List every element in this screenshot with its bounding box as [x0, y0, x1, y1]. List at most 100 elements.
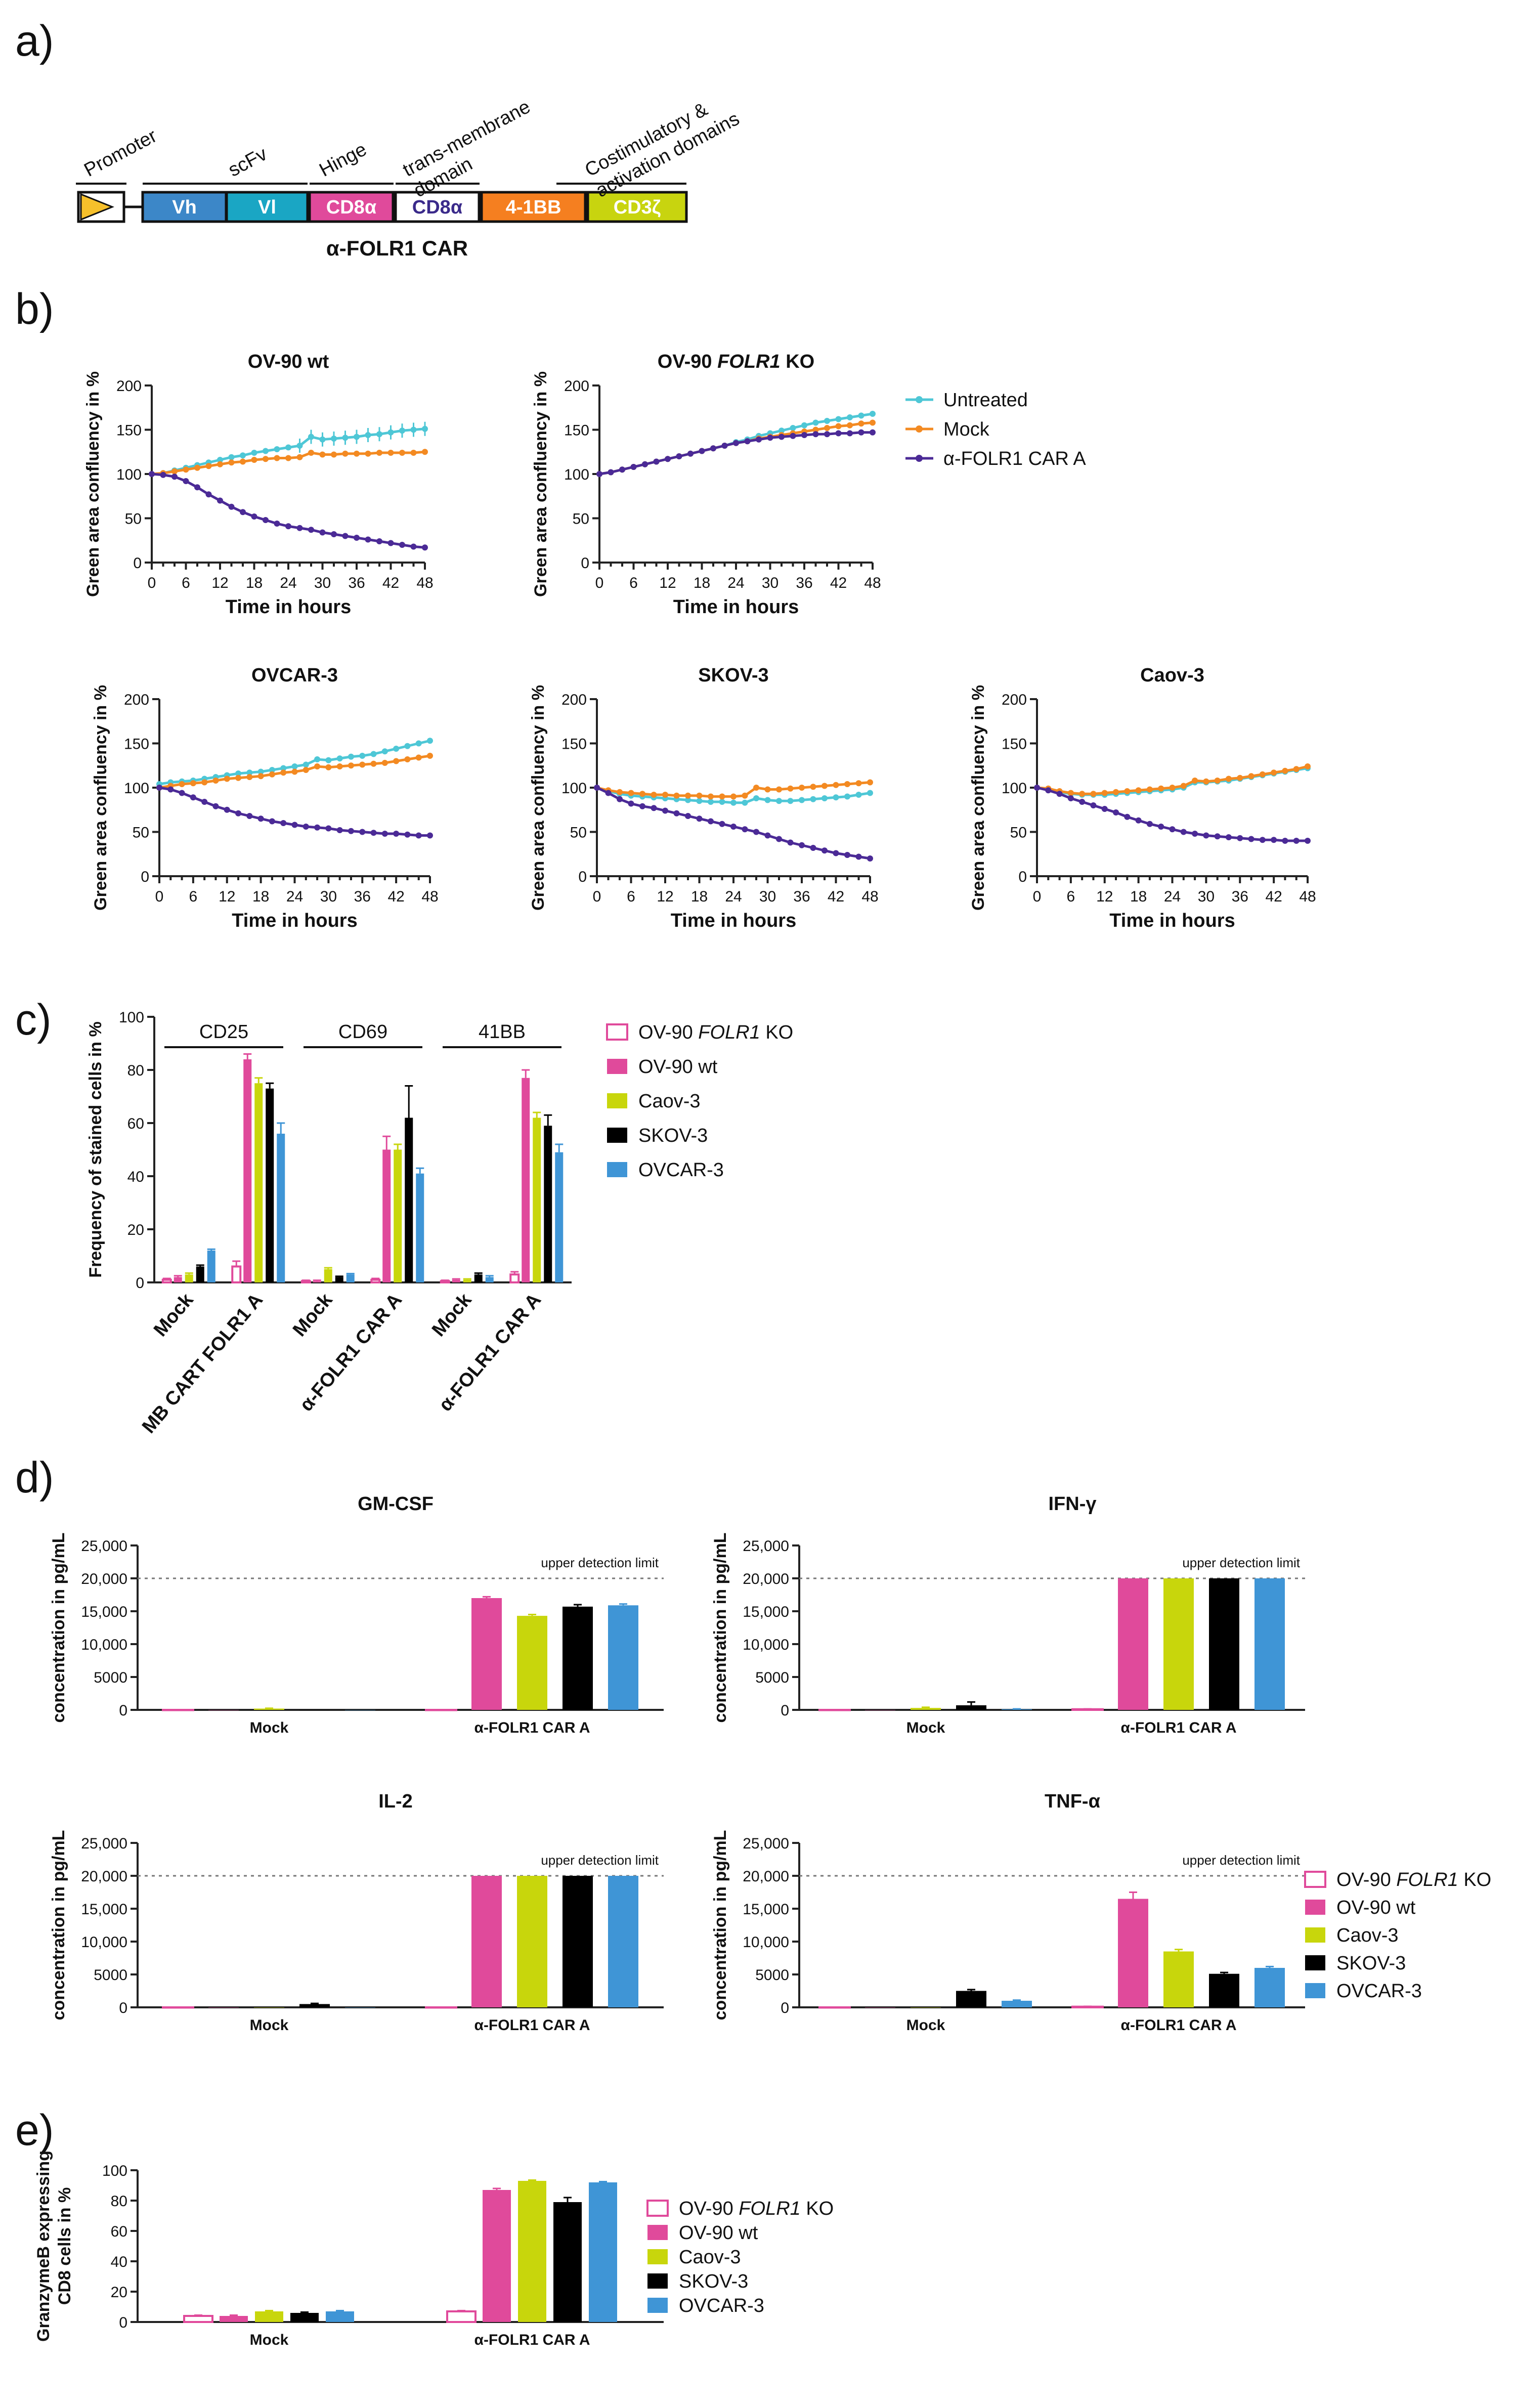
- x-tick-label: 42: [382, 575, 399, 591]
- y-tick-label: 25,000: [743, 1538, 789, 1555]
- data-point: [427, 832, 433, 839]
- y-tick-label: 25,000: [81, 1835, 127, 1852]
- data-point: [393, 831, 400, 837]
- y-tick-label: 100: [116, 466, 142, 483]
- category-label: Mock: [428, 1289, 476, 1341]
- data-point: [790, 433, 796, 439]
- data-point: [847, 430, 853, 437]
- category-label: α-FOLR1 CAR A: [1121, 1719, 1237, 1736]
- x-tick-label: 24: [727, 575, 744, 591]
- y-tick-label: 20,000: [81, 1571, 127, 1587]
- data-point: [399, 542, 405, 548]
- data-point: [302, 761, 309, 768]
- data-point: [269, 767, 275, 773]
- legend-swatch: [1305, 1927, 1325, 1943]
- data-point: [179, 790, 185, 796]
- x-axis-label: Time in hours: [232, 910, 357, 931]
- data-point: [280, 820, 287, 826]
- data-point: [393, 746, 400, 752]
- x-tick-label: 36: [348, 575, 365, 591]
- data-point: [870, 411, 876, 417]
- y-axis-label: Green area confluency in %: [83, 371, 103, 597]
- data-point: [821, 847, 828, 854]
- data-point: [1225, 776, 1232, 782]
- x-tick-label: 0: [155, 888, 164, 905]
- data-point: [742, 826, 748, 833]
- data-point: [376, 450, 382, 456]
- category-label: Mock: [906, 2017, 945, 2034]
- data-point: [308, 450, 314, 456]
- data-point: [1180, 829, 1187, 835]
- construct-diagram: Vh Vl CD8α CD8α 4-1BB CD3ζ Promoter scFv Hinge tr…: [76, 96, 743, 260]
- data-point: [410, 543, 417, 550]
- data-point: [422, 449, 428, 455]
- x-tick-label: 6: [627, 888, 635, 905]
- data-point: [756, 436, 762, 443]
- data-point: [867, 790, 873, 796]
- data-point: [685, 813, 691, 819]
- detection-limit-label: upper detection limit: [1182, 1853, 1300, 1868]
- data-point: [1124, 788, 1131, 794]
- y-tick-label: 10,000: [743, 1637, 789, 1653]
- y-tick-label: 50: [573, 511, 589, 528]
- bar-chart-d4: TNF-α 0 5000 10,000 15,000 20,000 25,000 concen…: [711, 1791, 1305, 2034]
- data-point: [1135, 817, 1142, 824]
- x-tick-label: 48: [416, 575, 433, 591]
- data-point: [833, 782, 839, 788]
- data-point: [605, 790, 612, 796]
- y-tick-label: 5000: [755, 1967, 789, 1984]
- x-tick-label: 24: [286, 888, 303, 905]
- data-point: [867, 855, 873, 862]
- data-point: [280, 769, 287, 776]
- data-point: [687, 450, 694, 457]
- data-point: [224, 806, 230, 813]
- promoter-triangle-icon: [80, 193, 115, 221]
- data-point: [314, 824, 321, 831]
- data-point: [1079, 791, 1086, 797]
- data-point: [201, 799, 208, 805]
- data-point: [167, 786, 174, 793]
- x-tick-label: 24: [725, 888, 742, 905]
- data-point: [812, 431, 819, 438]
- data-point: [673, 810, 680, 816]
- y-tick-label: 40: [127, 1169, 144, 1185]
- bar-chart-d2: IFN-γ 0 5000 10,000 15,000 20,000 25,000 concen…: [711, 1493, 1305, 1736]
- x-tick-label: 30: [1198, 888, 1215, 905]
- bar: [517, 1616, 547, 1710]
- data-point: [274, 446, 280, 452]
- panel-label-c: c): [15, 996, 52, 1044]
- y-tick-label: 15,000: [81, 1604, 127, 1620]
- legend-swatch: [606, 1023, 628, 1041]
- chart-title: GM-CSF: [358, 1493, 434, 1515]
- detection-limit-label: upper detection limit: [1182, 1555, 1300, 1570]
- legend-swatch: [1305, 1900, 1325, 1915]
- bar: [471, 1876, 502, 2007]
- y-tick-label: 150: [116, 422, 142, 439]
- x-axis-label: Time in hours: [226, 596, 351, 618]
- data-point: [183, 466, 189, 473]
- data-point: [1180, 783, 1187, 789]
- data-point: [302, 824, 309, 830]
- legend-label: OV-90 FOLR1 KO: [638, 1022, 793, 1043]
- data-point: [296, 525, 303, 531]
- bar: [207, 1251, 215, 1282]
- data-point: [685, 797, 691, 803]
- bar: [185, 1274, 193, 1282]
- bar: [1118, 1899, 1148, 2007]
- data-point: [348, 828, 354, 834]
- x-tick-label: 36: [796, 575, 812, 591]
- y-tick-label: 40: [111, 2254, 127, 2270]
- y-tick-label: 100: [119, 1009, 144, 1026]
- bar: [518, 2181, 546, 2322]
- chart-title: IFN-γ: [1049, 1493, 1097, 1515]
- y-tick-label: 15,000: [81, 1901, 127, 1918]
- data-point: [1158, 785, 1164, 792]
- data-point: [1305, 838, 1311, 844]
- y-tick-label: 200: [561, 692, 587, 708]
- data-point: [263, 456, 269, 462]
- data-point: [855, 853, 862, 860]
- data-point: [1203, 832, 1209, 839]
- data-point: [810, 845, 816, 851]
- block-vl: [225, 191, 309, 223]
